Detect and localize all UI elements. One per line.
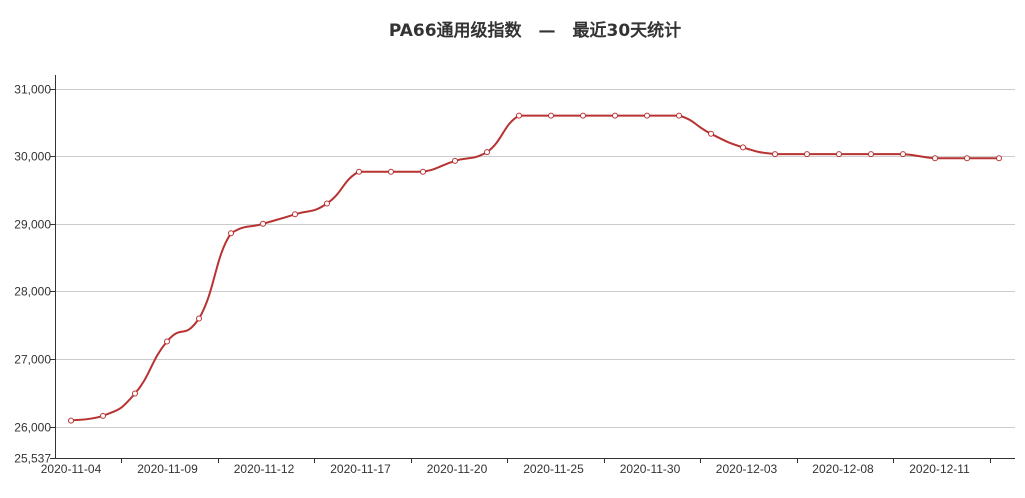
data-point[interactable] [548, 112, 554, 119]
data-point[interactable] [196, 315, 202, 322]
data-point[interactable] [804, 151, 810, 158]
x-tick-label: 2020-12-11 [909, 462, 970, 476]
y-tick-label: 29,000 [14, 218, 51, 232]
data-point[interactable] [932, 155, 938, 162]
data-point[interactable] [740, 144, 746, 151]
chart-title: PA66通用级指数 — 最近30天统计 [389, 20, 681, 41]
data-point[interactable] [644, 112, 650, 119]
data-point[interactable] [452, 157, 458, 164]
data-point[interactable] [708, 130, 714, 137]
data-point[interactable] [420, 168, 426, 175]
x-tick-label: 2020-11-12 [234, 462, 295, 476]
gridlines [55, 89, 1015, 428]
data-point[interactable] [292, 211, 298, 218]
data-point[interactable] [324, 200, 330, 207]
y-tick-label: 25,537 [14, 452, 51, 466]
data-point[interactable] [388, 168, 394, 175]
x-tick-label: 2020-11-20 [427, 462, 488, 476]
y-tick-label: 30,000 [14, 150, 51, 164]
data-point[interactable] [996, 155, 1002, 162]
x-tick-label: 2020-11-25 [523, 462, 584, 476]
data-point[interactable] [868, 151, 874, 158]
x-tick-label: 2020-11-30 [620, 462, 681, 476]
x-tick-label: 2020-11-09 [137, 462, 198, 476]
x-tick-label: 2020-12-03 [716, 462, 778, 476]
x-tick-label: 2020-11-04 [41, 462, 102, 476]
data-point[interactable] [676, 112, 682, 119]
data-point[interactable] [164, 338, 170, 345]
data-point[interactable] [612, 112, 618, 119]
y-axis-ticks: 25,537 26,000 27,000 28,000 29,000 30,000 31,0… [14, 83, 55, 466]
data-point[interactable] [580, 112, 586, 119]
data-point[interactable] [228, 230, 234, 237]
data-point[interactable] [132, 390, 138, 397]
data-point[interactable] [836, 151, 842, 158]
data-point[interactable] [772, 151, 778, 158]
y-tick-label: 27,000 [14, 353, 51, 367]
data-point[interactable] [260, 220, 266, 227]
data-point[interactable] [484, 149, 490, 156]
axes [55, 75, 1015, 459]
x-tick-label: 2020-12-08 [812, 462, 874, 476]
x-axis-ticks: 2020-11-04 2020-11-09 2020-11-12 2020-11-17… [41, 458, 991, 476]
y-tick-label: 31,000 [14, 83, 51, 97]
y-tick-label: 26,000 [14, 421, 51, 435]
data-point[interactable] [516, 112, 522, 119]
data-point[interactable] [900, 151, 906, 158]
data-point[interactable] [964, 155, 970, 162]
data-point[interactable] [356, 168, 362, 175]
data-point[interactable] [100, 412, 106, 419]
x-tick-label: 2020-11-17 [330, 462, 391, 476]
data-point[interactable] [68, 417, 74, 424]
y-tick-label: 28,000 [14, 285, 51, 299]
series-layer [68, 112, 1002, 424]
series-line [70, 114, 999, 422]
